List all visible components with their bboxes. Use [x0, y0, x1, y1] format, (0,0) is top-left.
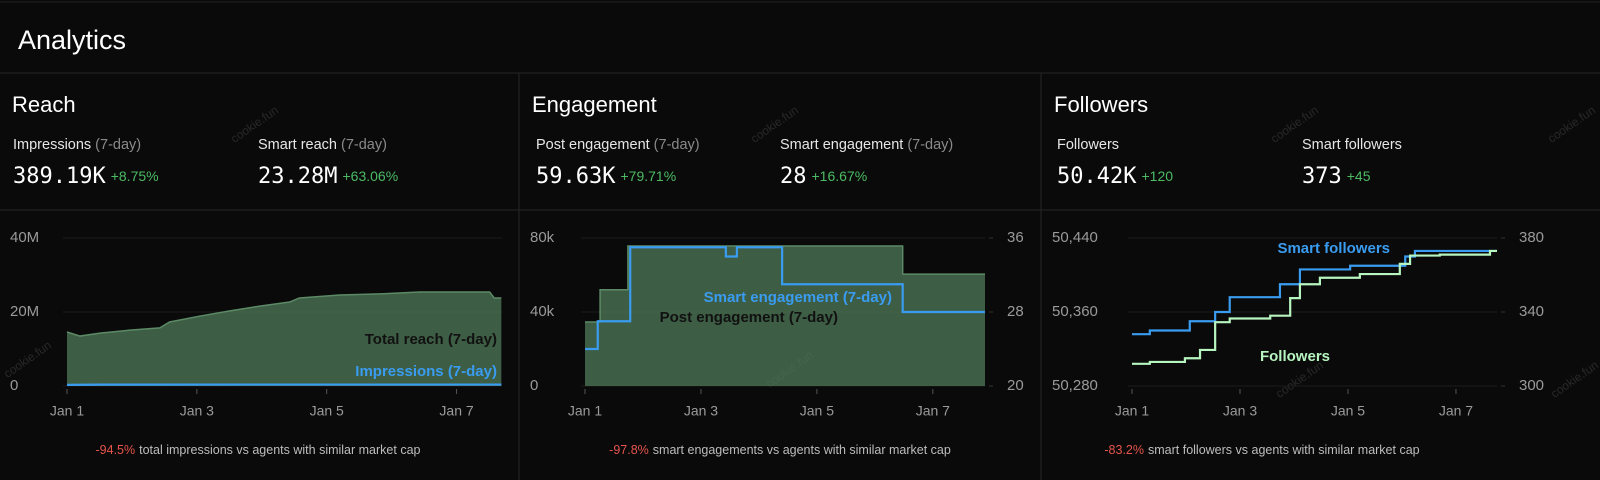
- page-title: Analytics: [18, 25, 126, 55]
- series-label: Smart engagement (7-day): [704, 289, 892, 306]
- line: [1132, 249, 1497, 365]
- stat-period: (7-day): [341, 137, 387, 153]
- stat-value: 59.63K +79.71%: [536, 164, 676, 189]
- y-tick-label: 20M: [10, 303, 39, 320]
- x-tick-label: Jan 1: [1115, 403, 1149, 419]
- panel-title: Reach: [12, 92, 76, 117]
- x-tick-label: Jan 3: [180, 403, 214, 419]
- x-tick-label: Jan 7: [439, 403, 473, 419]
- stat-label: Smart followers: [1302, 137, 1402, 153]
- x-tick-label: Jan 5: [1331, 403, 1365, 419]
- x-tick-label: Jan 1: [568, 403, 602, 419]
- stat-value: 23.28M +63.06%: [258, 164, 398, 189]
- area: [585, 245, 985, 386]
- footer-delta: -83.2%: [1104, 443, 1144, 457]
- stat-value: 28 +16.67%: [780, 164, 867, 189]
- y-tick-label: 80k: [530, 229, 555, 246]
- footer-note: -83.2% smart followers vs agents with sim…: [1104, 443, 1419, 457]
- area-line: [585, 245, 985, 323]
- stat-number: 373: [1302, 164, 1342, 189]
- stat-value: 50.42K +120: [1057, 164, 1173, 189]
- stat-name: Smart followers: [1302, 137, 1402, 153]
- footer-delta: -97.8%: [609, 443, 649, 457]
- stat-value: 373 +45: [1302, 164, 1371, 189]
- y2-tick-label: 20: [1007, 377, 1024, 394]
- stat-change: +79.71%: [620, 168, 676, 184]
- stat-number: 50.42K: [1057, 164, 1137, 189]
- stat-label: Smart engagement (7-day): [780, 137, 953, 153]
- x-tick-label: Jan 3: [1223, 403, 1257, 419]
- x-tick-label: Jan 3: [684, 403, 718, 419]
- footer-delta: -94.5%: [96, 443, 136, 457]
- stat-name: Impressions: [13, 137, 91, 153]
- y-tick-label: 40k: [530, 303, 555, 320]
- y-tick-label: 0: [530, 377, 538, 394]
- series-label: Post engagement (7-day): [660, 309, 838, 326]
- series-label: Smart followers: [1277, 240, 1390, 257]
- stat-change: +45: [1347, 168, 1371, 184]
- stat-label: Smart reach (7-day): [258, 137, 387, 153]
- footer-text: smart engagements vs agents with similar…: [653, 443, 951, 457]
- footer-note: -94.5% total impressions vs agents with s…: [96, 443, 421, 457]
- y2-tick-label: 340: [1519, 303, 1544, 320]
- y-tick-label: 0: [10, 377, 18, 394]
- stat-change: +120: [1141, 168, 1173, 184]
- x-tick-label: Jan 1: [50, 403, 84, 419]
- stat-change: +63.06%: [342, 168, 398, 184]
- stat-label: Post engagement (7-day): [536, 137, 700, 153]
- stat-number: 389.19K: [13, 164, 106, 189]
- y2-tick-label: 380: [1519, 229, 1544, 246]
- area: [67, 292, 502, 386]
- series-label: Total reach (7-day): [365, 331, 497, 348]
- panel-title: Engagement: [532, 92, 657, 117]
- y-tick-label: 50,280: [1052, 377, 1098, 394]
- stat-number: 23.28M: [258, 164, 337, 189]
- stat-value: 389.19K +8.75%: [13, 164, 159, 189]
- y-tick-label: 40M: [10, 229, 39, 246]
- series-label: Impressions (7-day): [355, 363, 497, 380]
- y2-tick-label: 300: [1519, 377, 1544, 394]
- y-tick-label: 50,440: [1052, 229, 1098, 246]
- stat-label: Followers: [1057, 137, 1119, 153]
- series-label: Followers: [1260, 348, 1330, 365]
- stat-period: (7-day): [95, 137, 141, 153]
- stat-name: Post engagement: [536, 137, 650, 153]
- stat-number: 28: [780, 164, 807, 189]
- stat-number: 59.63K: [536, 164, 616, 189]
- area-line: [66, 291, 502, 337]
- footer-text: total impressions vs agents with similar…: [139, 443, 420, 457]
- stat-period: (7-day): [654, 137, 700, 153]
- y-tick-label: 50,360: [1052, 303, 1098, 320]
- line: [1132, 249, 1497, 336]
- x-tick-label: Jan 7: [916, 403, 950, 419]
- stat-name: Smart engagement: [780, 137, 903, 153]
- stat-change: +16.67%: [812, 168, 868, 184]
- x-tick-label: Jan 5: [310, 403, 344, 419]
- x-tick-label: Jan 7: [1439, 403, 1473, 419]
- stat-name: Smart reach: [258, 137, 337, 153]
- stat-period: (7-day): [907, 137, 953, 153]
- stat-change: +8.75%: [111, 168, 159, 184]
- stat-label: Impressions (7-day): [13, 137, 141, 153]
- y2-tick-label: 36: [1007, 229, 1024, 246]
- y2-tick-label: 28: [1007, 303, 1024, 320]
- x-tick-label: Jan 5: [800, 403, 834, 419]
- footer-note: -97.8% smart engagements vs agents with s…: [609, 443, 951, 457]
- footer-text: smart followers vs agents with similar m…: [1148, 443, 1420, 457]
- line: [585, 246, 985, 351]
- panel-title: Followers: [1054, 92, 1148, 117]
- stat-name: Followers: [1057, 137, 1119, 153]
